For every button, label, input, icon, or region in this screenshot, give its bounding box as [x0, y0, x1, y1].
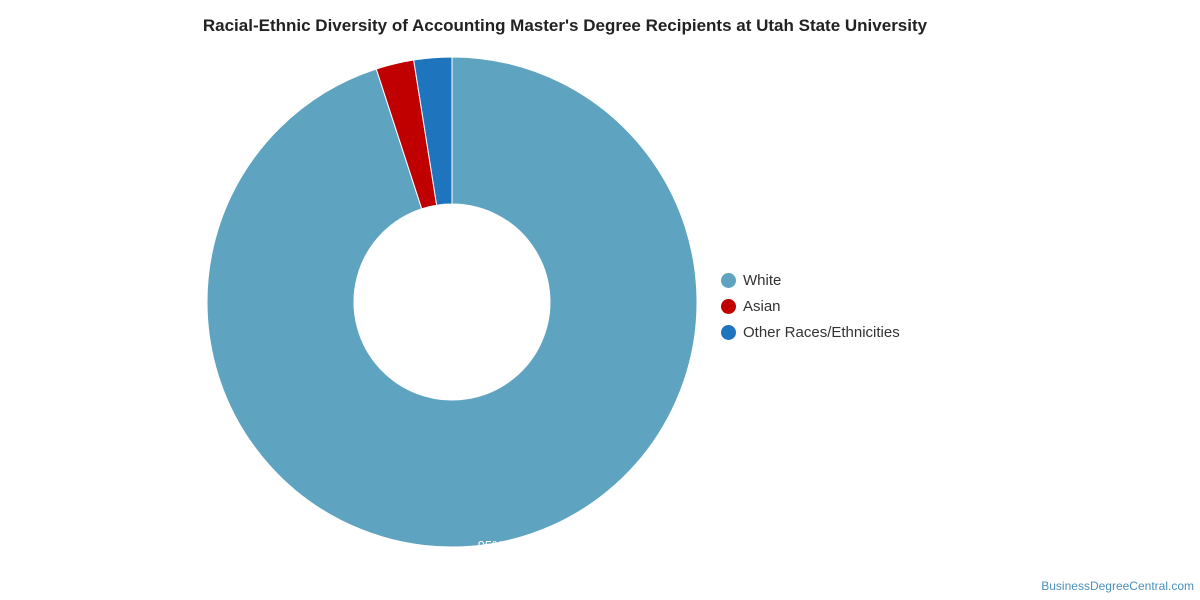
legend-swatch-icon: [721, 298, 736, 314]
legend-item-white[interactable]: White: [721, 267, 900, 293]
data-label-white: 95%: [478, 538, 504, 553]
source-credit: BusinessDegreeCentral.com: [1041, 579, 1194, 593]
legend-label: Other Races/Ethnicities: [743, 323, 900, 341]
slice-white: [206, 56, 698, 548]
slice-other-races-ethnicities: [413, 56, 453, 206]
chart-legend: White Asian Other Races/Ethnicities: [721, 267, 900, 345]
legend-item-asian[interactable]: Asian: [721, 293, 900, 319]
legend-label: White: [743, 271, 782, 289]
chart-title: Racial-Ethnic Diversity of Accounting Ma…: [202, 16, 928, 35]
legend-swatch-icon: [721, 272, 736, 288]
legend-swatch-icon: [721, 324, 736, 340]
legend-label: Asian: [743, 297, 781, 315]
legend-item-other-races-ethnicities[interactable]: Other Races/Ethnicities: [721, 319, 900, 345]
